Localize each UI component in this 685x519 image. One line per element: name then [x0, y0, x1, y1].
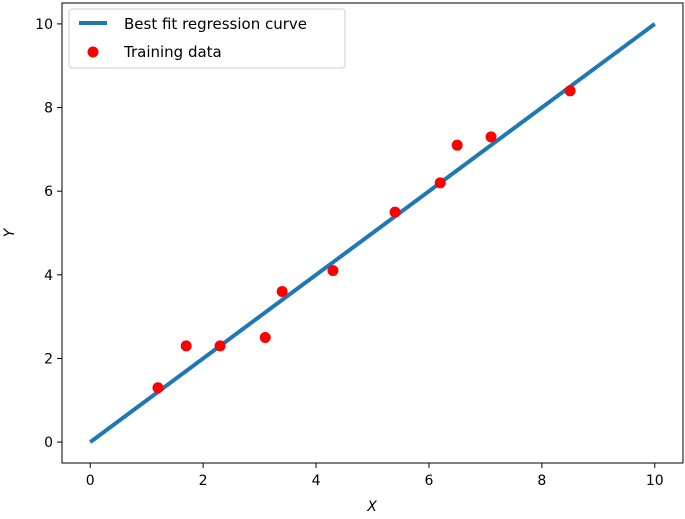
x-tick-label: 8 — [537, 473, 546, 489]
plot-frame — [61, 2, 684, 464]
y-axis-label: Y — [2, 227, 18, 237]
x-tick-label: 2 — [199, 473, 208, 489]
legend-label-data: Training data — [123, 43, 222, 61]
data-point — [152, 382, 164, 394]
y-tick-label: 0 — [44, 435, 53, 451]
data-point — [214, 340, 226, 352]
x-axis-label: X — [366, 499, 377, 515]
regression-line — [89, 22, 656, 444]
y-tick-label: 8 — [44, 101, 53, 117]
data-point — [276, 286, 288, 298]
data-point — [259, 332, 271, 344]
y-tick-label: 6 — [44, 184, 53, 200]
data-point — [389, 206, 401, 218]
y-tick-label: 4 — [44, 268, 53, 284]
legend-label-fit: Best fit regression curve — [124, 15, 307, 33]
data-point — [327, 265, 339, 277]
x-tick-label: 0 — [86, 473, 95, 489]
data-point — [434, 177, 446, 189]
x-tick-label: 10 — [646, 473, 664, 489]
x-tick-label: 6 — [424, 473, 433, 489]
y-tick-label: 10 — [35, 17, 53, 33]
data-point — [564, 85, 576, 97]
data-point — [180, 340, 192, 352]
data-point — [451, 139, 463, 151]
y-tick-label: 2 — [44, 351, 53, 367]
legend-marker-swatch — [87, 46, 99, 58]
x-tick-label: 4 — [312, 473, 321, 489]
legend: Best fit regression curve Training data — [68, 8, 346, 69]
data-point — [485, 131, 497, 143]
legend-box — [68, 8, 346, 69]
